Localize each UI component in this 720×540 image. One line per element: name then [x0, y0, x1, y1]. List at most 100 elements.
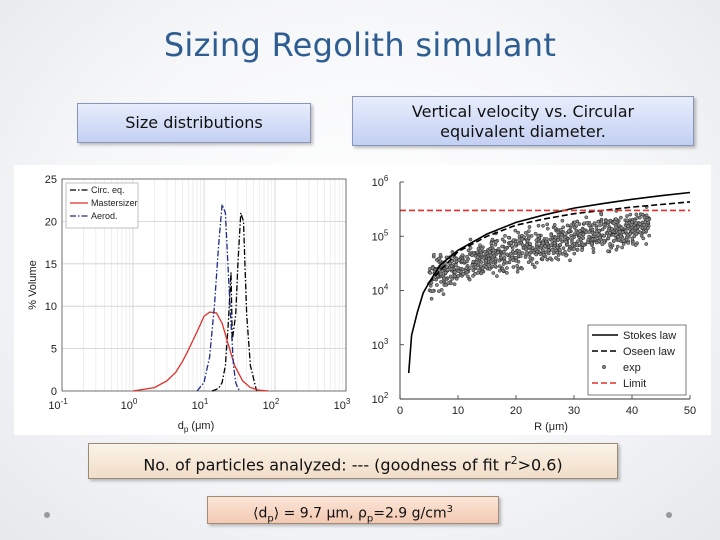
slide-title: Sizing Regolith simulant	[163, 26, 557, 64]
exp-point	[528, 255, 532, 260]
exp-point	[597, 228, 601, 233]
exp-point	[428, 271, 433, 275]
exp-point	[534, 238, 539, 243]
exp-point	[476, 246, 481, 251]
x-tick-label: 10-1	[48, 397, 68, 412]
exp-point	[556, 230, 561, 235]
exp-point	[505, 271, 509, 275]
exp-point	[500, 266, 505, 271]
exp-point	[570, 235, 574, 240]
exp-point	[556, 238, 560, 242]
exp-point	[528, 241, 533, 246]
plot-area: 0 5 10 15 20 25 10-1 100 101 102 103% Volume dp (μm…	[14, 165, 711, 435]
exp-point	[441, 292, 446, 296]
exp-point	[465, 270, 470, 275]
y-tick-label: 25	[45, 174, 57, 186]
exp-point	[587, 230, 592, 234]
y-tick-label: 104	[372, 283, 389, 298]
series-line-stokes-law	[407, 191, 691, 374]
exp-point	[430, 289, 435, 294]
x-tick-label: 102	[263, 397, 280, 412]
exp-point	[552, 238, 557, 243]
exp-point	[470, 253, 475, 258]
exp-point	[520, 266, 524, 271]
exp-point	[578, 233, 582, 238]
exp-point	[611, 239, 616, 243]
particles-sup: 2	[510, 454, 518, 467]
size-distributions-label: Size distributions	[77, 103, 311, 143]
y-axis-label: % Volume	[27, 260, 39, 310]
exp-point	[543, 244, 548, 249]
formula-dp-sub: p	[267, 513, 274, 525]
formula-rhs: =2.9 g/cm	[373, 505, 447, 522]
exp-point	[626, 224, 631, 229]
exp-point	[551, 251, 556, 256]
exp-point	[614, 225, 618, 230]
exp-point	[566, 229, 571, 233]
exp-point	[558, 228, 563, 232]
legend-swatch	[601, 364, 607, 370]
exp-point	[456, 269, 461, 274]
exp-point	[591, 250, 596, 255]
exp-point	[446, 281, 451, 286]
formula-rho-sub: p	[366, 513, 374, 525]
exp-point	[473, 265, 478, 269]
exp-point	[614, 247, 619, 252]
exp-point	[479, 252, 484, 257]
vertical-velocity-line1: Vertical velocity vs. Circular	[411, 102, 635, 121]
exp-point	[576, 239, 580, 244]
exp-point	[589, 241, 594, 246]
exp-point	[564, 239, 568, 244]
exp-point	[468, 237, 473, 242]
velocity-chart: 102 103 104 105 106 0 10 20 30 40 50 R (μm) Stokes l…	[372, 174, 696, 433]
exp-point	[440, 269, 445, 273]
exp-point	[534, 242, 539, 246]
exp-point	[584, 215, 589, 220]
exp-point	[500, 237, 505, 242]
exp-point	[626, 241, 631, 245]
y-tick-exponent: 5	[384, 228, 389, 237]
exp-point	[534, 260, 539, 265]
y-tick-exponent: 2	[384, 391, 389, 400]
exp-point	[515, 269, 520, 274]
exp-point	[517, 238, 521, 242]
x-tick-exponent: 3	[346, 397, 351, 406]
exp-point	[546, 248, 551, 253]
series-exp	[427, 205, 652, 301]
formula-box: ⟨dp⟩ = 9.7 μm, ρp=2.9 g/cm3	[207, 496, 499, 524]
exp-point	[569, 223, 574, 227]
exp-point	[536, 223, 541, 228]
exp-point	[611, 221, 616, 226]
exp-point	[550, 248, 554, 252]
exp-point	[620, 230, 625, 235]
exp-point	[638, 222, 642, 226]
exp-point	[532, 265, 537, 269]
exp-point	[581, 232, 586, 237]
exp-point	[647, 233, 652, 238]
exp-point	[575, 247, 580, 252]
x-axis-label: R (μm)	[534, 421, 568, 433]
exp-point	[475, 255, 480, 260]
exp-point	[563, 249, 567, 254]
exp-point	[623, 229, 628, 234]
exp-point	[639, 233, 644, 238]
exp-point	[598, 235, 602, 240]
exp-point	[529, 234, 534, 238]
exp-point	[524, 247, 528, 252]
x-tick-label: 20	[510, 405, 522, 417]
exp-point	[580, 248, 584, 252]
exp-point	[483, 249, 487, 254]
exp-point	[500, 244, 504, 249]
exp-point	[523, 230, 528, 235]
exp-point	[461, 272, 466, 276]
exp-point	[491, 271, 496, 275]
exp-point	[509, 241, 513, 245]
exp-point	[454, 263, 458, 267]
exp-point	[634, 232, 639, 236]
exp-point	[633, 221, 638, 226]
exp-point	[443, 270, 448, 275]
exp-point	[588, 225, 593, 230]
legend-label: Oseen law	[623, 346, 675, 358]
x-tick-label: 50	[684, 405, 696, 417]
